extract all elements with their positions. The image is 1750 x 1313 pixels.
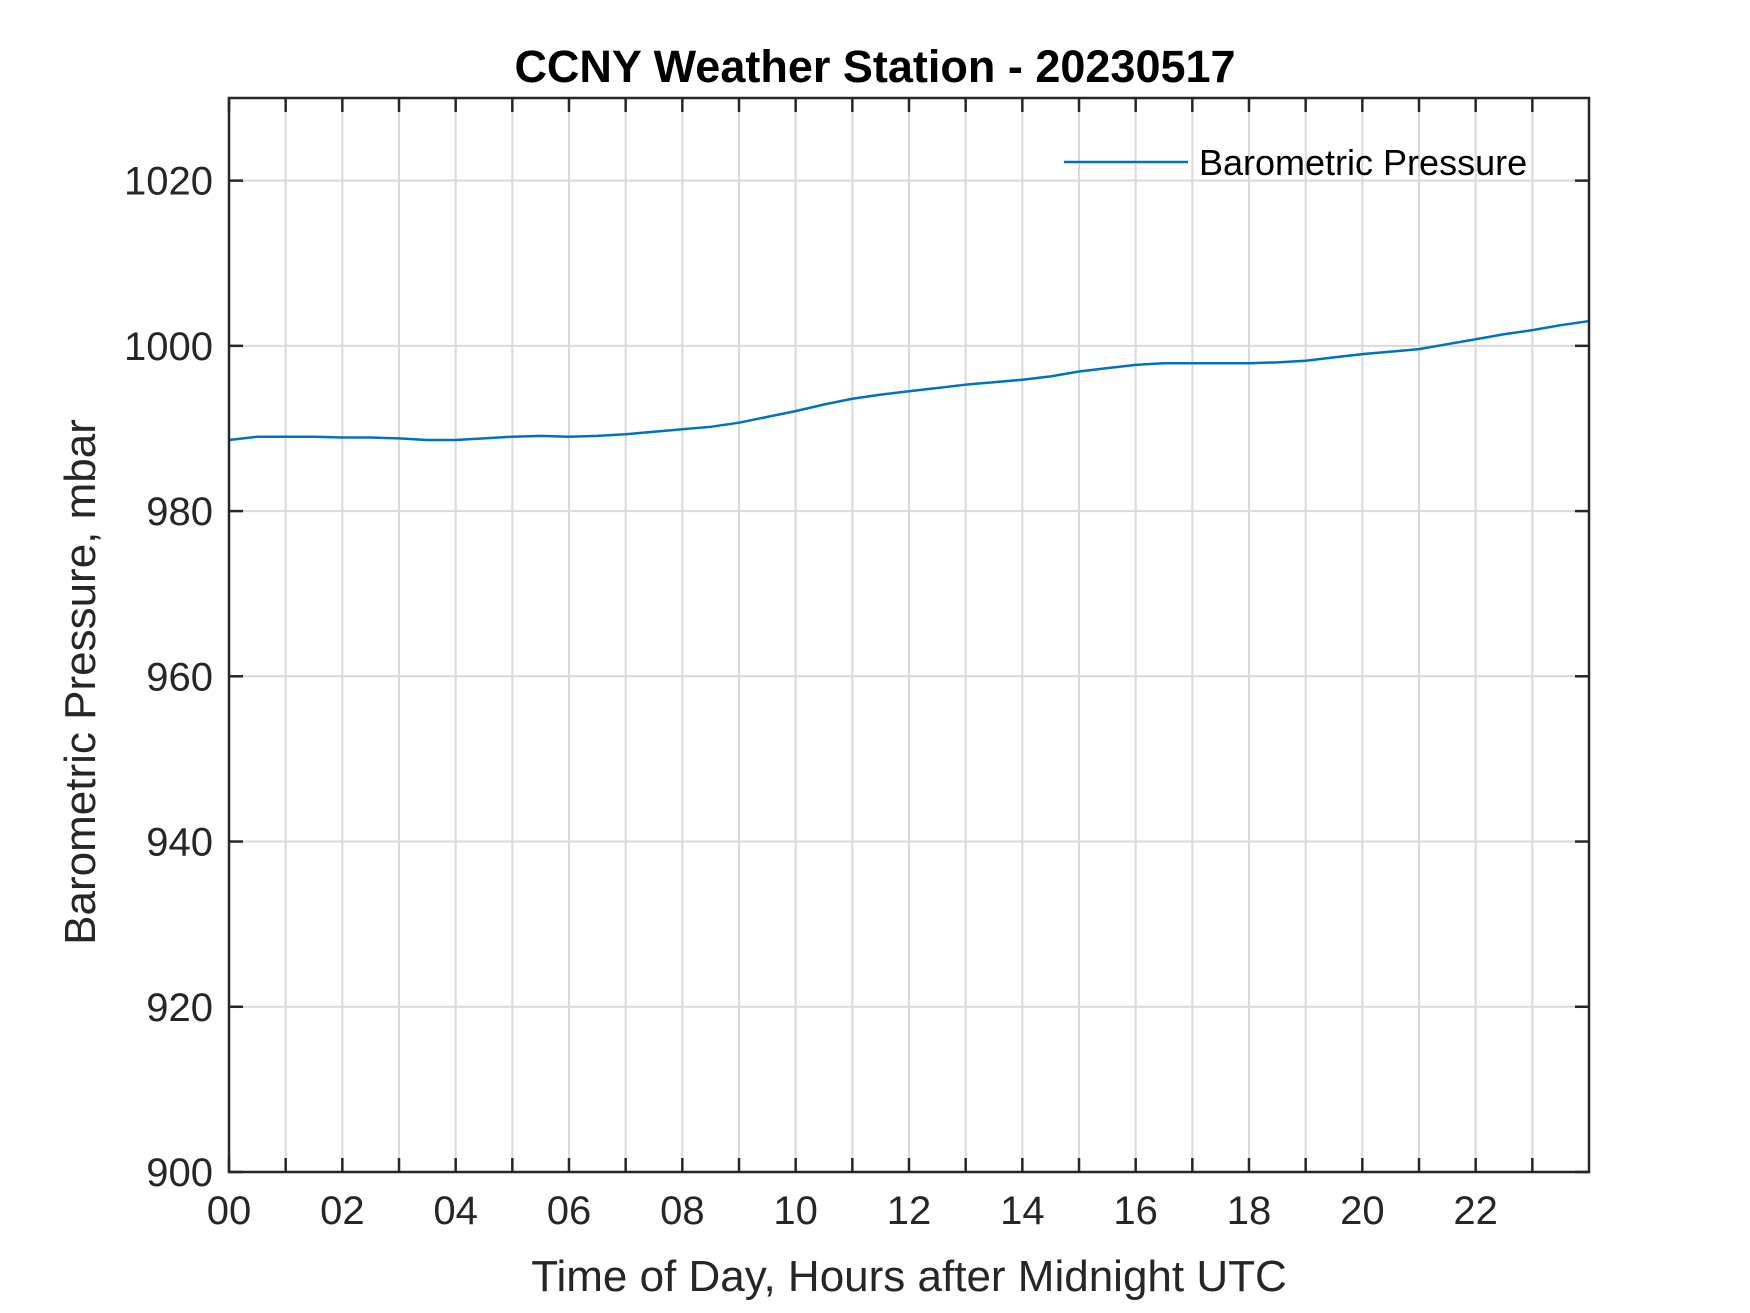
y-tick-label: 980 bbox=[146, 490, 213, 534]
x-tick-label: 06 bbox=[547, 1189, 592, 1233]
x-tick-label: 22 bbox=[1453, 1189, 1498, 1233]
x-tick-label: 04 bbox=[433, 1189, 478, 1233]
x-tick-label: 16 bbox=[1113, 1189, 1158, 1233]
series-layer bbox=[228, 319, 1590, 442]
y-axis-label: Barometric Pressure, mbar bbox=[56, 419, 105, 945]
y-tick-label: 1020 bbox=[124, 160, 213, 204]
x-tick-label: 18 bbox=[1227, 1189, 1272, 1233]
x-tick-label: 14 bbox=[1000, 1189, 1045, 1233]
legend: Barometric Pressure bbox=[1064, 142, 1527, 183]
x-axis-label: Time of Day, Hours after Midnight UTC bbox=[531, 1252, 1287, 1301]
x-tick-label: 10 bbox=[773, 1189, 818, 1233]
x-tick-label: 08 bbox=[660, 1189, 705, 1233]
y-tick-label: 900 bbox=[146, 1151, 213, 1195]
series-line bbox=[228, 319, 1590, 442]
y-tick-label: 960 bbox=[146, 655, 213, 699]
grid-layer bbox=[229, 98, 1589, 1172]
y-tick-label: 940 bbox=[146, 821, 213, 865]
x-tick-label: 20 bbox=[1340, 1189, 1385, 1233]
chart-title: CCNY Weather Station - 20230517 bbox=[514, 41, 1235, 92]
label-layer: 900 920 940 960 980 1000 1020 00 02 04 06 08 10 12 14 1… bbox=[124, 160, 1498, 1233]
x-tick-label: 00 bbox=[207, 1189, 252, 1233]
y-tick-label: 920 bbox=[146, 986, 213, 1030]
tick-layer bbox=[227, 98, 1589, 1174]
x-tick-label: 12 bbox=[887, 1189, 932, 1233]
legend-label: Barometric Pressure bbox=[1199, 142, 1527, 183]
x-tick-label: 02 bbox=[320, 1189, 365, 1233]
y-tick-label: 1000 bbox=[124, 325, 213, 369]
